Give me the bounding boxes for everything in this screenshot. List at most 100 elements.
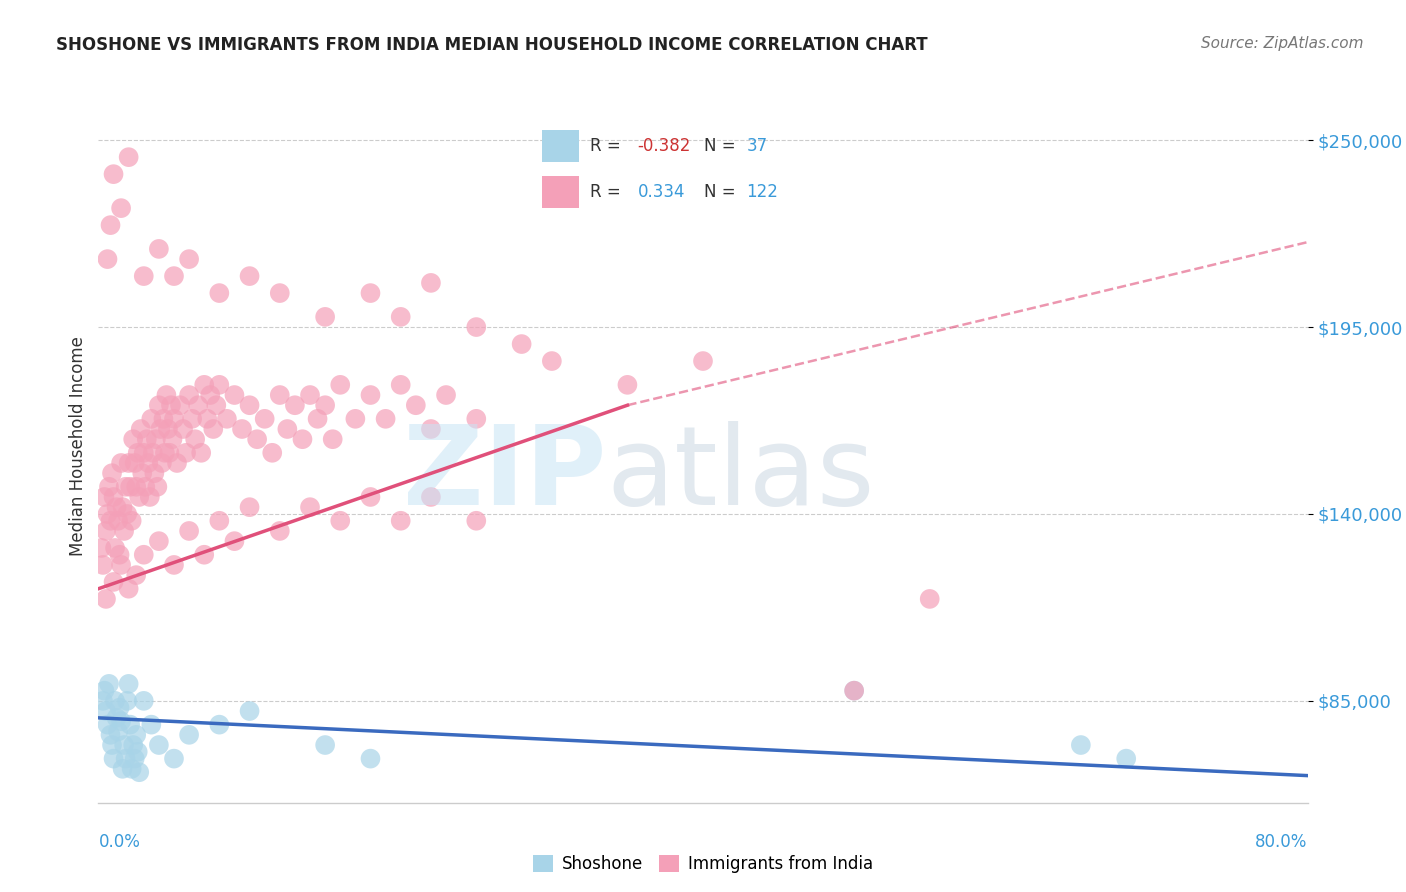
- Point: [190, 446, 212, 460]
- Point: [120, 717, 142, 731]
- Point: [844, 683, 866, 698]
- Point: [108, 700, 131, 714]
- Point: [239, 704, 262, 718]
- Point: [104, 694, 127, 708]
- Point: [162, 432, 184, 446]
- Point: [127, 745, 149, 759]
- Point: [103, 167, 125, 181]
- Point: [187, 398, 209, 412]
- Point: [307, 412, 329, 426]
- Point: [246, 432, 269, 446]
- Point: [465, 412, 488, 426]
- Point: [239, 500, 262, 515]
- Point: [208, 717, 231, 731]
- Point: [94, 704, 117, 718]
- Point: [299, 388, 322, 402]
- Point: [96, 507, 118, 521]
- Point: [148, 398, 170, 412]
- Point: [96, 252, 118, 266]
- Point: [118, 456, 141, 470]
- Point: [155, 388, 177, 402]
- Point: [360, 286, 382, 301]
- Point: [389, 377, 412, 392]
- Point: [112, 524, 135, 538]
- Point: [122, 432, 145, 446]
- Point: [616, 377, 638, 392]
- Point: [108, 548, 131, 562]
- Text: 37: 37: [747, 136, 768, 154]
- Point: [148, 242, 170, 256]
- Point: [163, 558, 186, 572]
- Point: [134, 480, 156, 494]
- Point: [110, 558, 132, 572]
- Point: [121, 514, 143, 528]
- Point: [100, 514, 122, 528]
- Point: [124, 456, 146, 470]
- Point: [118, 677, 141, 691]
- Point: [179, 728, 201, 742]
- Point: [121, 762, 143, 776]
- Point: [136, 456, 159, 470]
- Point: [141, 412, 163, 426]
- Point: [360, 751, 382, 765]
- Point: [150, 456, 173, 470]
- Point: [314, 310, 336, 324]
- Point: [103, 574, 125, 589]
- Point: [148, 534, 170, 549]
- Point: [120, 480, 142, 494]
- Point: [118, 150, 141, 164]
- Point: [314, 398, 336, 412]
- Point: [125, 728, 148, 742]
- Point: [420, 490, 443, 504]
- Point: [112, 738, 135, 752]
- Point: [205, 398, 228, 412]
- Point: [844, 683, 866, 698]
- Point: [128, 765, 150, 780]
- Point: [299, 500, 322, 515]
- Point: [239, 398, 262, 412]
- Point: [329, 514, 352, 528]
- Point: [420, 422, 443, 436]
- Point: [253, 412, 276, 426]
- Point: [148, 738, 170, 752]
- Text: SHOSHONE VS IMMIGRANTS FROM INDIA MEDIAN HOUSEHOLD INCOME CORRELATION CHART: SHOSHONE VS IMMIGRANTS FROM INDIA MEDIAN…: [56, 36, 928, 54]
- Point: [269, 388, 291, 402]
- Point: [124, 751, 146, 765]
- Point: [110, 456, 132, 470]
- Point: [184, 432, 207, 446]
- Text: 0.334: 0.334: [637, 183, 685, 201]
- Point: [239, 269, 262, 284]
- Point: [224, 534, 246, 549]
- Point: [101, 738, 124, 752]
- Point: [98, 480, 121, 494]
- Point: [174, 446, 197, 460]
- Point: [94, 524, 117, 538]
- Point: [93, 490, 115, 504]
- Point: [111, 500, 134, 515]
- Point: [145, 432, 167, 446]
- Point: [166, 456, 188, 470]
- Point: [91, 558, 114, 572]
- Point: [163, 751, 186, 765]
- Point: [149, 422, 172, 436]
- Point: [420, 276, 443, 290]
- Point: [135, 432, 157, 446]
- Point: [181, 412, 204, 426]
- Point: [276, 422, 298, 436]
- Point: [131, 466, 153, 480]
- Point: [269, 524, 291, 538]
- Point: [389, 310, 412, 324]
- Point: [122, 738, 145, 752]
- Point: [101, 466, 124, 480]
- Point: [132, 694, 155, 708]
- Point: [139, 490, 162, 504]
- Point: [208, 377, 231, 392]
- Point: [329, 377, 352, 392]
- Point: [179, 252, 201, 266]
- Text: R =: R =: [589, 183, 626, 201]
- Text: R =: R =: [589, 136, 626, 154]
- Point: [118, 582, 141, 596]
- Point: [262, 446, 284, 460]
- Point: [129, 422, 152, 436]
- Point: [141, 717, 163, 731]
